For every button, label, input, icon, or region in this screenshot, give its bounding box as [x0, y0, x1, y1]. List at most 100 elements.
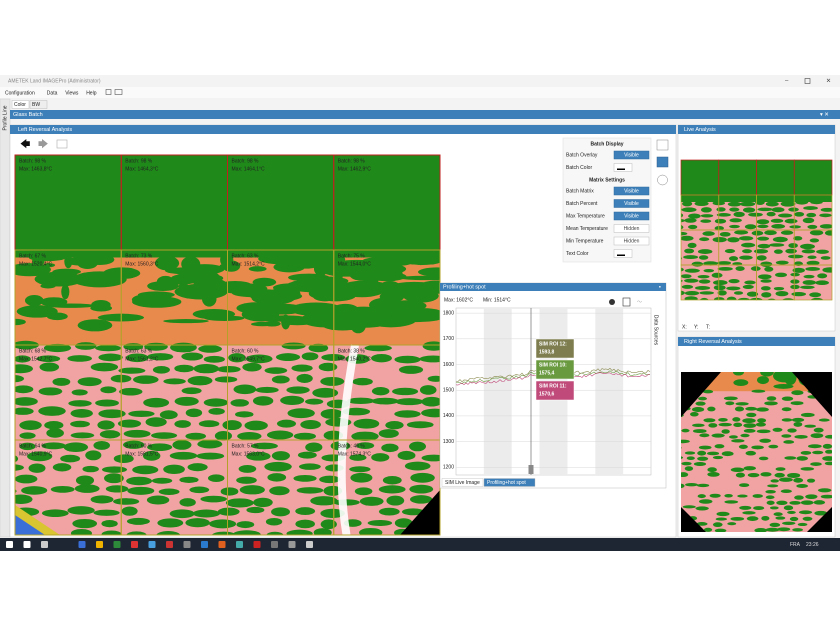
view-tab-bg[interactable]: [29, 100, 48, 109]
taskbar-icon[interactable]: [166, 541, 173, 548]
taskbar-icon[interactable]: [23, 541, 31, 548]
tool-icon[interactable]: [114, 89, 123, 95]
toggle[interactable]: Visible: [624, 213, 639, 219]
taskbar-icon[interactable]: [201, 541, 208, 548]
color-picker[interactable]: [613, 249, 633, 258]
batch-island: [192, 509, 221, 518]
batch-patch: [219, 280, 251, 288]
view-tab-bg[interactable]: [11, 100, 30, 109]
toggle-bg[interactable]: [613, 186, 650, 196]
toggle[interactable]: Visible: [624, 152, 639, 158]
taskbar-icon[interactable]: [131, 541, 138, 548]
batch-island: [766, 500, 775, 505]
taskbar-icon[interactable]: [78, 541, 86, 548]
taskbar-icon[interactable]: [288, 541, 296, 548]
workspace-controls[interactable]: ▾ ✕: [820, 112, 829, 118]
taskbar-icon[interactable]: [148, 541, 156, 548]
minimize[interactable]: –: [785, 79, 789, 85]
taskbar-icon[interactable]: [306, 541, 313, 548]
grid-button[interactable]: [656, 139, 669, 151]
language[interactable]: FRA: [790, 542, 801, 548]
taskbar-icon[interactable]: [183, 541, 191, 548]
batch-island: [728, 278, 740, 284]
batch-island: [815, 280, 829, 285]
batch-island: [98, 409, 126, 419]
toggle[interactable]: Visible: [624, 188, 639, 194]
view-tab[interactable]: Color: [14, 102, 26, 108]
taskbar-icon[interactable]: [218, 541, 226, 548]
batch-island: [790, 279, 800, 284]
taskbar-icon[interactable]: [41, 541, 48, 548]
toggle-bg[interactable]: [613, 236, 650, 246]
close[interactable]: ✕: [826, 79, 831, 85]
taskbar-icon[interactable]: [253, 541, 261, 548]
side-tab[interactable]: Profile Line: [2, 105, 8, 130]
panel-tab[interactable]: SIM Live Image: [445, 480, 480, 486]
view-tab[interactable]: BW: [32, 102, 40, 108]
toggle-bg[interactable]: [613, 211, 650, 221]
tool-icon[interactable]: [105, 89, 112, 95]
color-picker[interactable]: [613, 163, 633, 172]
batch-island: [794, 495, 804, 500]
export-button[interactable]: [56, 139, 68, 149]
toggle[interactable]: Visible: [624, 201, 639, 207]
batch-patch: [193, 278, 228, 292]
batch-island: [734, 230, 749, 235]
batch-island: [728, 256, 739, 261]
batch-island: [757, 224, 769, 229]
y-tick-label: 1500: [443, 388, 454, 394]
batch-island: [719, 231, 731, 237]
batch-island: [748, 212, 763, 217]
batch-island: [714, 528, 727, 532]
setting-label: Min Temperature: [566, 238, 604, 244]
data-sources-tab[interactable]: Data Sources: [653, 315, 659, 346]
taskbar-icon[interactable]: [236, 541, 243, 548]
display-button[interactable]: [656, 156, 669, 168]
taskbar-icon[interactable]: [113, 541, 121, 548]
panel-tab-bg[interactable]: [441, 478, 484, 487]
panel-pin[interactable]: ▪: [659, 284, 661, 290]
back-button[interactable]: 🡄: [20, 140, 30, 151]
batch-island: [761, 515, 770, 521]
toggle-bg[interactable]: [613, 224, 650, 233]
batch-patch: [15, 318, 26, 326]
batch-island: [733, 291, 744, 295]
toggle-bg[interactable]: [613, 150, 650, 160]
toggle[interactable]: Hidden: [624, 238, 640, 244]
history-button[interactable]: [657, 174, 668, 186]
cursor-handle[interactable]: [528, 465, 534, 474]
menu-item[interactable]: Data: [47, 90, 58, 96]
batch-island: [760, 261, 773, 267]
forward-button[interactable]: 🡆: [38, 140, 48, 151]
menu-item[interactable]: Help: [86, 90, 97, 96]
batch-island: [351, 431, 379, 442]
batch-island: [123, 429, 151, 438]
batch-island: [714, 444, 725, 449]
panel-tab[interactable]: Profiling+hot spot: [487, 480, 526, 486]
batch-patch: [414, 257, 427, 266]
batch-island: [28, 463, 46, 473]
batch-island: [681, 213, 684, 218]
batch-island: [267, 473, 287, 482]
batch-patch: [308, 287, 346, 300]
panel-tab-bg[interactable]: [483, 478, 536, 487]
taskbar-icon[interactable]: [271, 541, 278, 548]
pause-button[interactable]: [622, 297, 631, 307]
settings-button[interactable]: [609, 299, 615, 305]
maximize[interactable]: [804, 78, 811, 84]
batch-island: [133, 375, 159, 384]
taskbar-icon[interactable]: [6, 541, 13, 548]
menu-item[interactable]: Configuration: [5, 90, 35, 96]
trend-button[interactable]: 〜: [637, 299, 642, 305]
batch-island: [807, 444, 822, 449]
batch-island: [52, 463, 72, 472]
batch-island: [269, 486, 290, 496]
toggle-bg[interactable]: [613, 199, 650, 208]
menu-item[interactable]: Views: [65, 90, 79, 96]
batch-island: [691, 407, 705, 412]
batch-island: [300, 419, 321, 430]
taskbar-icon[interactable]: [96, 541, 103, 548]
batch-island: [700, 219, 712, 223]
batch-island: [711, 272, 723, 278]
toggle[interactable]: Hidden: [624, 226, 640, 232]
